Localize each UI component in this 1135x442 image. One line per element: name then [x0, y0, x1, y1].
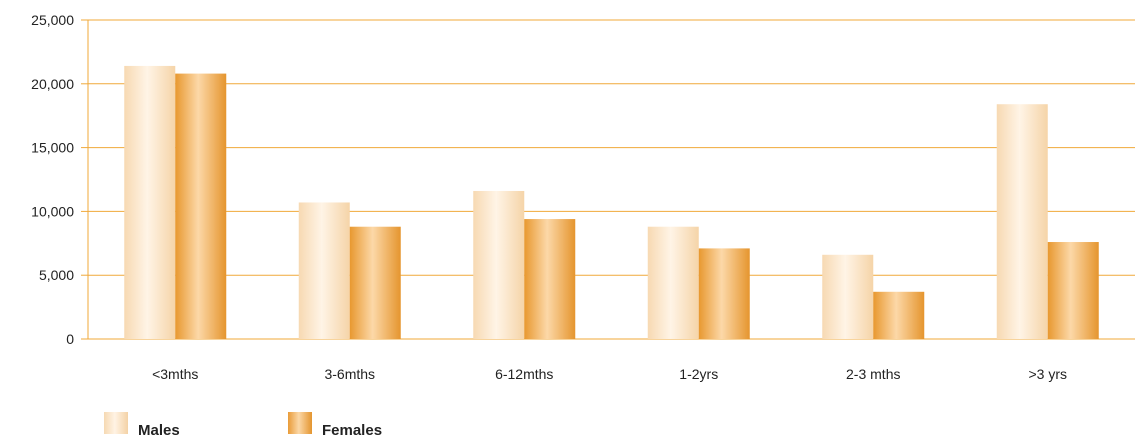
x-tick-label: <3mths [152, 366, 198, 382]
y-tick-label: 20,000 [31, 76, 74, 92]
legend-swatch-females [288, 412, 312, 434]
y-tick-label: 15,000 [31, 140, 74, 156]
legend-label-females: Females [322, 422, 383, 439]
x-tick-label: 2-3 mths [846, 366, 900, 382]
bar-males-0 [124, 65, 176, 339]
bar-females-0 [175, 73, 227, 339]
y-tick-label: 0 [66, 331, 74, 347]
y-tick-label: 5,000 [39, 267, 74, 283]
x-tick-label: 1-2yrs [679, 366, 718, 382]
bar-males-1 [298, 202, 350, 339]
grid-lines [88, 19, 1135, 276]
bar-females-4 [873, 291, 925, 339]
bar-males-3 [647, 226, 699, 339]
bar-males-2 [473, 190, 525, 339]
bar-males-5 [996, 104, 1048, 339]
y-tick-label: 10,000 [31, 203, 74, 219]
y-tick-label: 25,000 [31, 12, 74, 28]
bar-chart: 0 5,000 10,000 15,000 20,000 25,000 <3mths 3-6m… [31, 12, 1135, 382]
legend-label-males: Males [138, 422, 180, 439]
tick-labels: 0 5,000 10,000 15,000 20,000 25,000 <3mths 3-6m… [31, 12, 1067, 382]
bar-males-4 [822, 254, 874, 339]
x-tick-label: >3 yrs [1028, 366, 1067, 382]
bar-females-1 [349, 226, 401, 339]
bars [124, 65, 1099, 339]
x-tick-label: 6-12mths [495, 366, 553, 382]
axes [81, 19, 1135, 340]
bar-females-3 [698, 248, 750, 339]
bar-females-5 [1047, 242, 1099, 339]
x-tick-label: 3-6mths [324, 366, 375, 382]
legend-swatch-males [104, 412, 128, 434]
bar-females-2 [524, 219, 576, 339]
legend-item-females: Females [288, 412, 382, 439]
legend-item-males: Males [104, 412, 180, 439]
